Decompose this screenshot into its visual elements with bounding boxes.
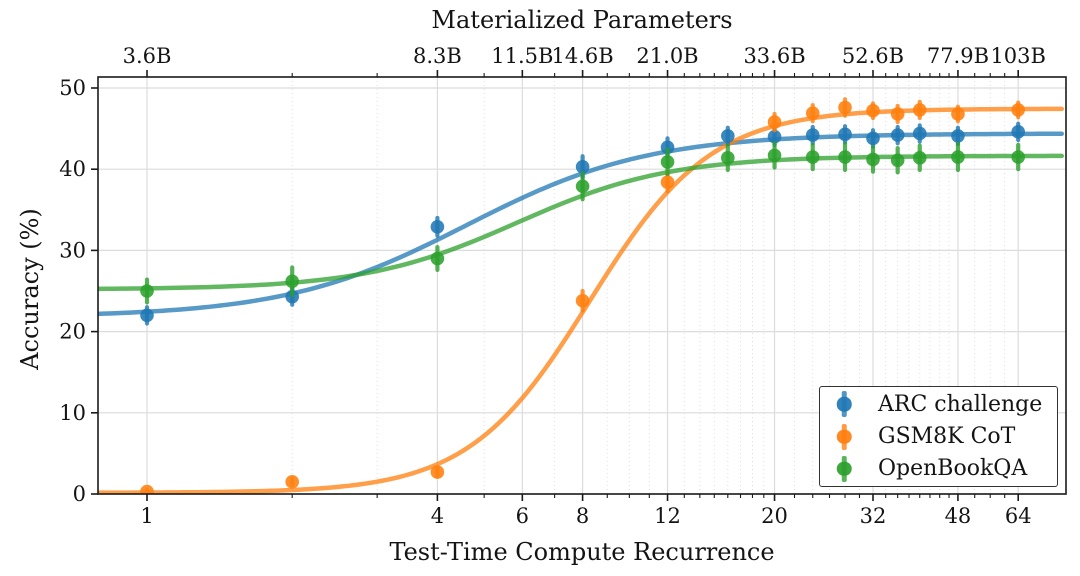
data-point-marker [890, 128, 905, 142]
data-point-marker [575, 179, 590, 194]
errorbar-marker-icon [836, 389, 852, 419]
series-points-gsm8k-cot [140, 97, 1025, 494]
data-point-marker [805, 128, 820, 142]
legend: ARC challenge GSM8K CoT OpenBookQA [819, 386, 1058, 487]
y-tick-label: 50 [59, 76, 86, 100]
data-point-marker [838, 127, 852, 142]
legend-item-gsm8k-cot: GSM8K CoT [836, 422, 1057, 452]
y-tick-label: 0 [73, 482, 86, 506]
data-point-marker [866, 103, 880, 118]
data-point-marker [912, 151, 927, 165]
data-point-marker [430, 220, 445, 234]
top-tick-label: 11.5B [491, 44, 553, 68]
x-tick-label: 20 [761, 504, 788, 528]
x-tick-label: 12 [654, 504, 681, 528]
data-point-marker [660, 155, 675, 169]
data-point-marker [805, 150, 820, 164]
data-point-marker [575, 293, 590, 308]
data-point-marker [1011, 103, 1025, 117]
legend-item-openbookqa: OpenBookQA [836, 454, 1057, 484]
data-point-marker [140, 284, 154, 298]
x-tick-label: 8 [576, 504, 589, 528]
series-points-arc-challenge [140, 121, 1025, 326]
y-tick-label: 20 [59, 320, 86, 344]
data-point-marker [912, 126, 927, 141]
data-point-marker [866, 152, 880, 167]
top-tick-label: 21.0B [636, 44, 698, 68]
errorbar-marker-icon [836, 422, 852, 452]
top-tick-label: 33.6B [743, 44, 805, 68]
data-point-marker [285, 274, 300, 289]
y-axis-title: Accuracy (%) [16, 208, 44, 370]
data-point-marker [767, 115, 782, 129]
data-point-marker [838, 100, 852, 115]
data-point-marker [890, 153, 905, 168]
top-tick-label: 14.6B [551, 44, 613, 68]
errorbar-marker-icon [836, 454, 852, 484]
data-point-marker [660, 175, 675, 189]
data-point-marker [951, 150, 965, 164]
x-tick-label: 4 [431, 504, 444, 528]
data-point-marker [866, 131, 880, 146]
data-point-marker [140, 308, 154, 323]
series-points-openbookqa [140, 141, 1025, 305]
y-tick-label: 10 [59, 401, 86, 425]
top-tick-label: 52.6B [842, 44, 904, 68]
data-point-marker [1011, 150, 1025, 164]
data-point-marker [890, 107, 905, 121]
y-tick-label: 40 [59, 157, 86, 181]
data-point-marker [912, 103, 927, 117]
x-tick-label: 64 [1005, 504, 1032, 528]
x-tick-label: 32 [860, 504, 887, 528]
x-axis-title: Test-Time Compute Recurrence [389, 538, 775, 566]
legend-item-arc-challenge: ARC challenge [836, 389, 1057, 419]
top-tick-label: 3.6B [123, 44, 172, 68]
top-axis-title: Materialized Parameters [431, 6, 733, 34]
data-point-marker [721, 129, 735, 143]
data-point-marker [951, 129, 965, 143]
data-point-marker [721, 151, 735, 165]
top-tick-label: 77.9B [927, 44, 989, 68]
data-point-marker [430, 465, 445, 479]
x-tick-label: 48 [945, 504, 972, 528]
data-point-marker [575, 159, 590, 174]
data-point-marker [140, 484, 154, 494]
top-tick-label: 8.3B [413, 44, 462, 68]
x-tick-label: 1 [140, 504, 153, 528]
data-point-marker [285, 475, 300, 489]
legend-label: OpenBookQA [878, 456, 1028, 482]
data-point-marker [1011, 125, 1025, 139]
legend-label: GSM8K CoT [878, 424, 1016, 449]
legend-label: ARC challenge [878, 391, 1043, 417]
data-point-marker [430, 251, 445, 266]
data-point-marker [951, 107, 965, 121]
top-tick-label: 103B [990, 44, 1046, 68]
x-tick-label: 6 [516, 504, 529, 528]
data-point-marker [767, 148, 782, 163]
data-point-marker [767, 129, 782, 144]
data-point-marker [660, 140, 675, 155]
y-tick-label: 30 [59, 238, 86, 262]
data-point-marker [805, 106, 820, 120]
data-point-marker [838, 150, 852, 164]
